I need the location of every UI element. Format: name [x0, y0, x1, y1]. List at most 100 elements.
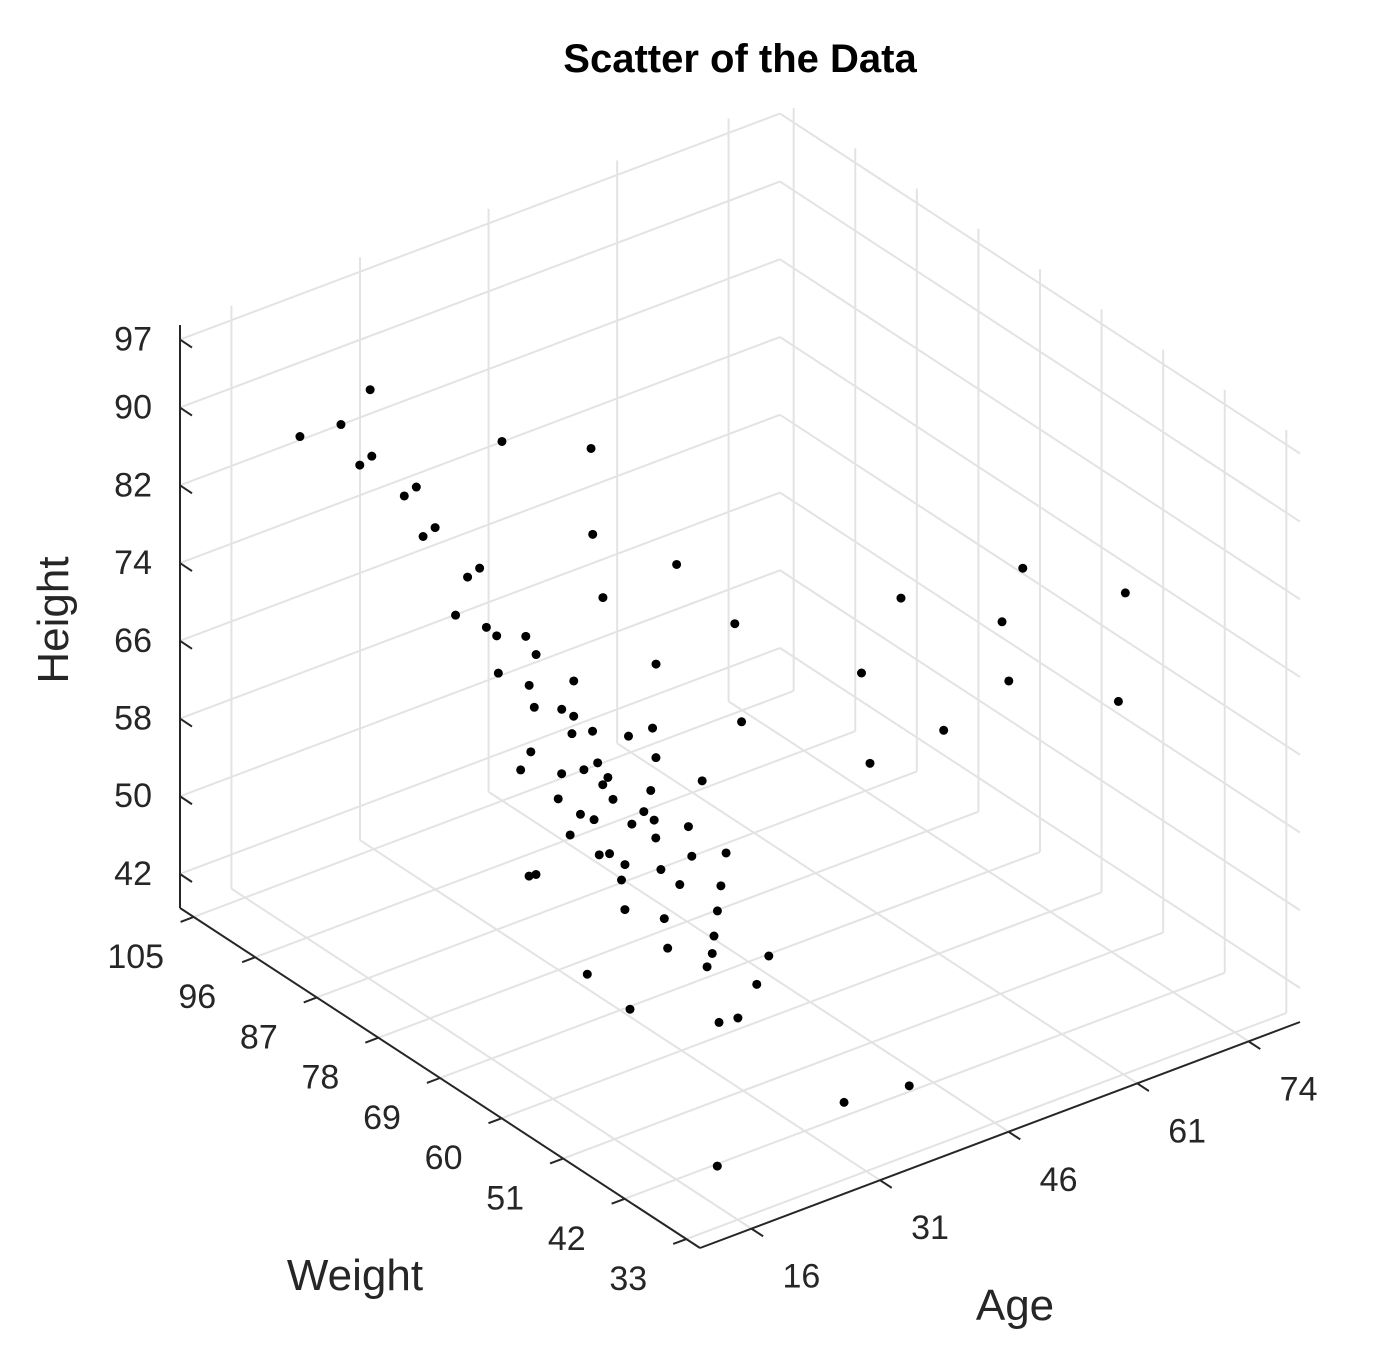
point [586, 443, 596, 453]
grid-line [616, 742, 1138, 1085]
x-axis-label: Weight [287, 1251, 423, 1300]
point [709, 931, 719, 941]
x-tick [241, 956, 256, 964]
point [672, 559, 682, 569]
x-tick [672, 1238, 687, 1245]
point [716, 881, 726, 891]
point [733, 1013, 743, 1023]
x-tick-label: 60 [425, 1139, 463, 1177]
grid-line [779, 491, 1301, 834]
point [752, 979, 762, 989]
x-tick-label: 33 [609, 1260, 647, 1298]
point [608, 794, 618, 804]
point [557, 769, 567, 779]
z-tick [179, 639, 193, 650]
point [579, 765, 589, 775]
y-axis-line [699, 1021, 1301, 1249]
point [687, 851, 697, 861]
x-tick [426, 1077, 441, 1084]
point [651, 833, 661, 843]
grid-line [316, 770, 918, 999]
z-tick [179, 717, 193, 728]
point [565, 830, 575, 840]
point [524, 680, 534, 690]
point [588, 529, 598, 539]
x-tick-label: 69 [363, 1099, 401, 1137]
z-tick-label: 50 [114, 777, 152, 815]
x-tick-label: 78 [302, 1059, 340, 1097]
z-tick [179, 795, 193, 806]
y-tick [1248, 1040, 1261, 1050]
point [605, 849, 615, 859]
point [627, 819, 637, 829]
grid-line [488, 790, 1010, 1133]
axes: 33 42 51 60 69 78 87 96 105 16 31 46 61 74 42 50 58 66 74 8… [107, 321, 1317, 1298]
x-tick-label: 87 [240, 1018, 278, 1056]
z-tick-label: 97 [114, 321, 152, 359]
grid-line [779, 569, 1301, 912]
z-tick-label: 66 [114, 622, 152, 660]
x-tick [180, 916, 195, 923]
point [569, 676, 579, 686]
grid-line [254, 730, 856, 959]
grid-line [359, 839, 881, 1182]
point [365, 385, 375, 395]
z-tick-label: 90 [114, 389, 152, 427]
point [904, 1081, 914, 1091]
point [721, 848, 731, 858]
point [367, 451, 377, 461]
point [839, 1097, 849, 1107]
point [451, 610, 461, 620]
x-tick [364, 1036, 379, 1044]
point [411, 482, 421, 492]
x-tick [549, 1157, 564, 1165]
point [593, 758, 603, 768]
z-tick [179, 484, 193, 495]
grid-line [779, 336, 1301, 678]
point [714, 1017, 724, 1027]
point [575, 809, 585, 819]
grid-line [779, 258, 1301, 601]
point [865, 758, 875, 768]
point [1018, 563, 1028, 573]
point [529, 702, 539, 712]
grid-line [624, 971, 1226, 1200]
x-tick-label: 96 [178, 978, 216, 1016]
point [598, 593, 608, 603]
z-tick-label: 82 [114, 466, 152, 504]
point [712, 1161, 722, 1171]
grid-line [179, 180, 781, 409]
point [648, 723, 658, 733]
point [588, 726, 598, 736]
x-tick-label: 51 [486, 1180, 524, 1218]
point [707, 948, 717, 958]
point [697, 776, 707, 786]
point [896, 593, 906, 603]
point [582, 969, 592, 979]
grid-line [779, 413, 1301, 756]
point [683, 822, 693, 832]
point [617, 875, 627, 885]
grid-line [179, 112, 781, 341]
y-tick [1136, 1082, 1150, 1092]
point [531, 869, 541, 879]
point [516, 765, 526, 775]
grid-line [179, 258, 781, 487]
grid-line [501, 891, 1102, 1120]
point [418, 532, 428, 542]
point [651, 753, 661, 763]
grid-line [179, 491, 781, 720]
point [620, 860, 630, 870]
point [430, 523, 440, 533]
point [730, 619, 740, 629]
y-tick [750, 1227, 764, 1238]
z-tick [179, 873, 193, 883]
point [639, 807, 649, 817]
point [620, 905, 630, 915]
y-tick [1008, 1130, 1021, 1141]
point [598, 780, 608, 790]
point [524, 871, 534, 881]
grid-line [562, 931, 1164, 1160]
point [649, 815, 659, 825]
